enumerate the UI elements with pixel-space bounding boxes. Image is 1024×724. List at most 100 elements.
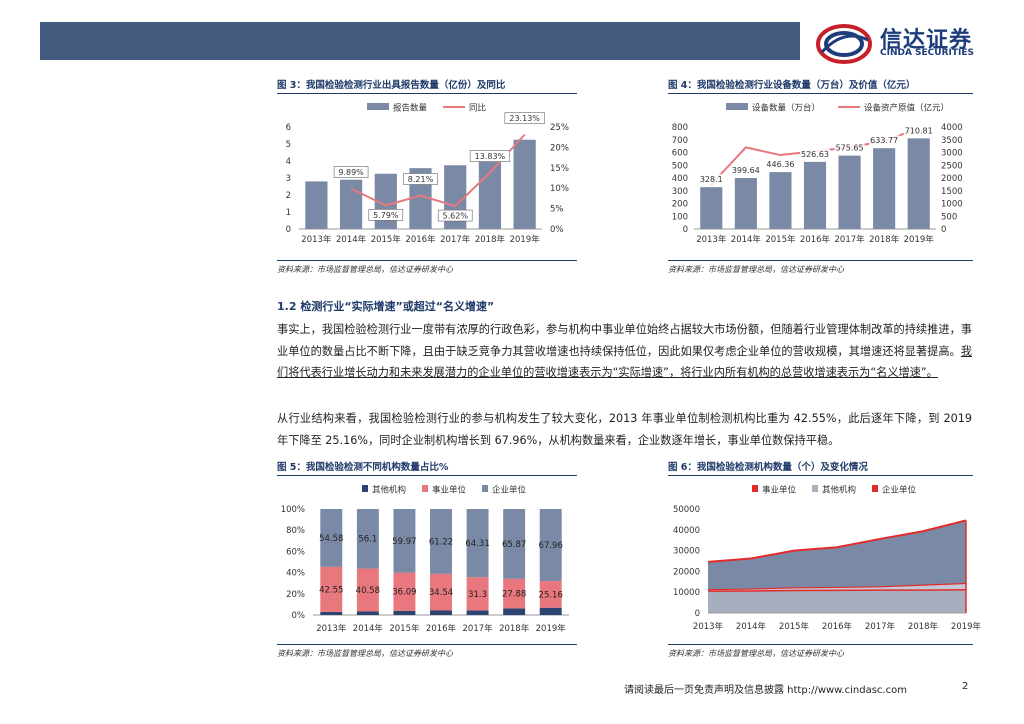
header-bar (40, 22, 800, 60)
y-left-tick-label: 5 (286, 140, 291, 150)
bar-equipment-count (838, 155, 861, 229)
y-right-tick-label: 500 (941, 212, 957, 222)
figure-5-source: 资料来源：市场监督管理总局，信达证券研发中心 (277, 649, 453, 658)
data-label-yoy: 23.13% (509, 114, 540, 123)
bar-segment-1 (393, 572, 416, 611)
y-tick-label: 50000 (673, 505, 700, 515)
data-label-yoy: 9.89% (338, 168, 364, 177)
y-tick-label: 40000 (673, 526, 700, 536)
y-right-tick-label: 1500 (941, 187, 963, 197)
bar-segment-2 (466, 509, 489, 578)
y-right-tick-label: 0% (550, 225, 564, 235)
x-tick-label: 2016年 (426, 623, 457, 634)
x-tick-label: 2013年 (693, 621, 724, 632)
data-label-equipment: 328.1 (700, 175, 723, 184)
y-left-tick-label: 0 (286, 225, 291, 235)
y-right-tick-label: 0 (941, 225, 946, 235)
legend-swatch-1 (422, 485, 428, 492)
x-tick-label: 2018年 (869, 234, 900, 245)
x-tick-label: 2014年 (353, 623, 384, 634)
data-label-share: 54.58 (319, 534, 343, 544)
legend-swatch-2 (872, 485, 878, 492)
data-label-box (333, 166, 369, 178)
x-tick-label: 2013年 (316, 623, 347, 634)
x-tick-label: 2017年 (440, 234, 471, 245)
y-tick-label: 0 (695, 609, 700, 619)
figure-6-title: 图 6：我国检验检测机构数量（个）及变化情况 (668, 462, 868, 473)
area-2 (708, 520, 966, 590)
x-tick-label: 2019年 (510, 234, 541, 245)
bar-report-count (513, 139, 536, 229)
bar-segment-1 (356, 568, 379, 612)
legend-label-1: 同比 (469, 103, 486, 114)
paragraph-2: 从行业结构来看，我国检验检测行业的参与机构发生了较大变化，2013 年事业单位制… (277, 412, 972, 447)
data-label-equipment: 575.65 (836, 144, 864, 153)
data-label-share: 36.09 (392, 588, 416, 598)
y-tick-label: 20000 (673, 567, 700, 577)
line-yoy-growth (350, 133, 526, 208)
y-left-tick-label: 4 (286, 157, 291, 167)
x-tick-label: 2019年 (904, 234, 935, 245)
bar-segment-0 (430, 610, 452, 615)
bar-equipment-count (769, 172, 792, 229)
y-tick-label: 100% (281, 505, 305, 515)
area-0 (708, 589, 966, 613)
y-right-tick-label: 2000 (941, 174, 963, 184)
logo-text-cn: 信达证券 (880, 28, 973, 53)
y-left-tick-label: 800 (672, 123, 688, 133)
footer-disclaimer-note[interactable]: 请阅读最后一页免责声明及信息披露 http://www.cindasc.com (624, 685, 907, 696)
legend-label-0: 设备数量（万台） (752, 103, 820, 114)
legend-label-0: 报告数量 (393, 103, 428, 114)
line-enterprises-total (707, 519, 967, 563)
bar-report-count (305, 181, 328, 229)
x-tick-label: 2014年 (731, 234, 762, 245)
y-left-tick-label: 700 (672, 136, 688, 146)
data-label-share: 31.3 (468, 590, 487, 600)
figure-3-source: 资料来源：市场监督管理总局，信达证券研发中心 (277, 265, 453, 274)
bar-segment-0 (393, 610, 416, 615)
figure-6-source: 资料来源：市场监督管理总局，信达证券研发中心 (668, 649, 844, 658)
x-tick-label: 2016年 (405, 234, 436, 245)
bar-segment-2 (539, 509, 562, 582)
data-label-bg (730, 165, 761, 176)
figure-6-chart: 事业单位 其他机构 企业单位 0 10000 20000 30000 40000 50000 20… (673, 485, 982, 633)
figure-3-bottom-rule (277, 260, 577, 261)
line-other-institutions (707, 582, 967, 591)
data-label-share: 27.88 (502, 590, 526, 600)
legend-label-1: 其他机构 (822, 485, 856, 496)
figure-4-chart: 设备数量（万台） 设备资产原值（亿元） 0 100 200 300 400 500 600 700… (672, 103, 963, 246)
legend-swatch-2 (482, 485, 488, 492)
figure-3-rule (277, 93, 577, 94)
bar-equipment-count (734, 178, 757, 229)
area-1 (708, 583, 966, 592)
bar-segment-0 (320, 611, 343, 615)
x-tick-label: 2019年 (536, 623, 567, 634)
bar-segment-2 (503, 509, 526, 579)
legend-label-1: 设备资产原值（亿元） (864, 103, 949, 114)
section-title: 1.2 检测行业“实际增速”或超过“名义增速” (277, 300, 495, 313)
data-label-bg (696, 174, 727, 185)
y-left-tick-label: 500 (672, 161, 688, 171)
figure-3-title: 图 3：我国检验检测行业出具报告数量（亿份）及同比 (277, 80, 506, 91)
data-label-yoy: 13.83% (475, 152, 506, 161)
y-right-tick-label: 15% (550, 164, 569, 174)
data-label-bg (869, 135, 900, 146)
bar-segment-0 (356, 611, 379, 615)
data-label-share: 67.96 (539, 541, 563, 551)
y-right-tick-label: 10% (550, 184, 569, 194)
bar-segment-0 (503, 608, 526, 615)
data-label-equipment: 399.64 (732, 166, 760, 175)
y-right-tick-label: 1000 (941, 200, 963, 210)
data-label-box (437, 209, 473, 222)
y-left-tick-label: 2 (286, 191, 291, 201)
data-label-equipment: 526.63 (801, 150, 829, 159)
bar-segment-1 (503, 578, 526, 609)
logo-text-en: CINDA SECURITIES (880, 48, 974, 58)
paragraph-1-text: 事实上，我国检验检测行业一度带有浓厚的行政色彩，参与机构中事业单位始终占据较大市… (277, 323, 972, 358)
bar-equipment-count (700, 187, 723, 229)
x-tick-label: 2013年 (696, 234, 727, 245)
bar-segment-0 (539, 607, 562, 615)
figure-5-bottom-rule (277, 644, 577, 645)
bar-segment-1 (539, 581, 562, 608)
data-label-equipment: 633.77 (870, 136, 898, 145)
